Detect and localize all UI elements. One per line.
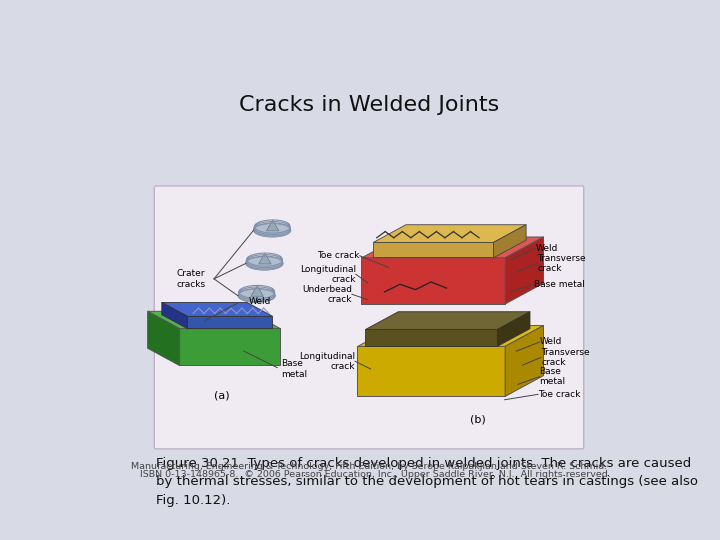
Text: Toe crack: Toe crack <box>538 390 580 399</box>
Text: Longitudinal
crack: Longitudinal crack <box>299 352 355 371</box>
Text: Base
metal: Base metal <box>282 359 307 379</box>
Ellipse shape <box>238 289 275 302</box>
Text: Base metal: Base metal <box>534 280 585 289</box>
Text: Transverse
crack: Transverse crack <box>541 348 590 367</box>
Text: ISBN 0-13-148965-8.  © 2006 Pearson Education, Inc., Upper Saddle River, N.J.  A: ISBN 0-13-148965-8. © 2006 Pearson Educa… <box>127 470 611 479</box>
Text: Base
metal: Base metal <box>539 367 566 386</box>
Ellipse shape <box>253 224 291 237</box>
Text: Longitudinal
crack: Longitudinal crack <box>300 265 356 284</box>
Text: Weld: Weld <box>539 338 562 347</box>
Text: Weld: Weld <box>249 296 271 306</box>
Text: (b): (b) <box>469 414 485 424</box>
Text: Weld: Weld <box>536 244 558 253</box>
Text: Figure 30.21  Types of cracks developed in welded joints. The cracks are caused
: Figure 30.21 Types of cracks developed i… <box>156 457 698 507</box>
Text: Underbead
crack: Underbead crack <box>302 285 352 304</box>
Text: (a): (a) <box>214 391 230 401</box>
Text: Transverse
crack: Transverse crack <box>537 254 586 273</box>
Text: Toe crack: Toe crack <box>318 251 360 260</box>
Text: Cracks in Welded Joints: Cracks in Welded Joints <box>239 95 499 115</box>
FancyBboxPatch shape <box>154 186 584 449</box>
Text: Manufacturing, Engineering & Technology, Fifth Edition, by Serope Kalpakjian and: Manufacturing, Engineering & Technology,… <box>131 462 607 471</box>
Ellipse shape <box>246 256 283 270</box>
Text: Crater
cracks: Crater cracks <box>176 269 205 288</box>
